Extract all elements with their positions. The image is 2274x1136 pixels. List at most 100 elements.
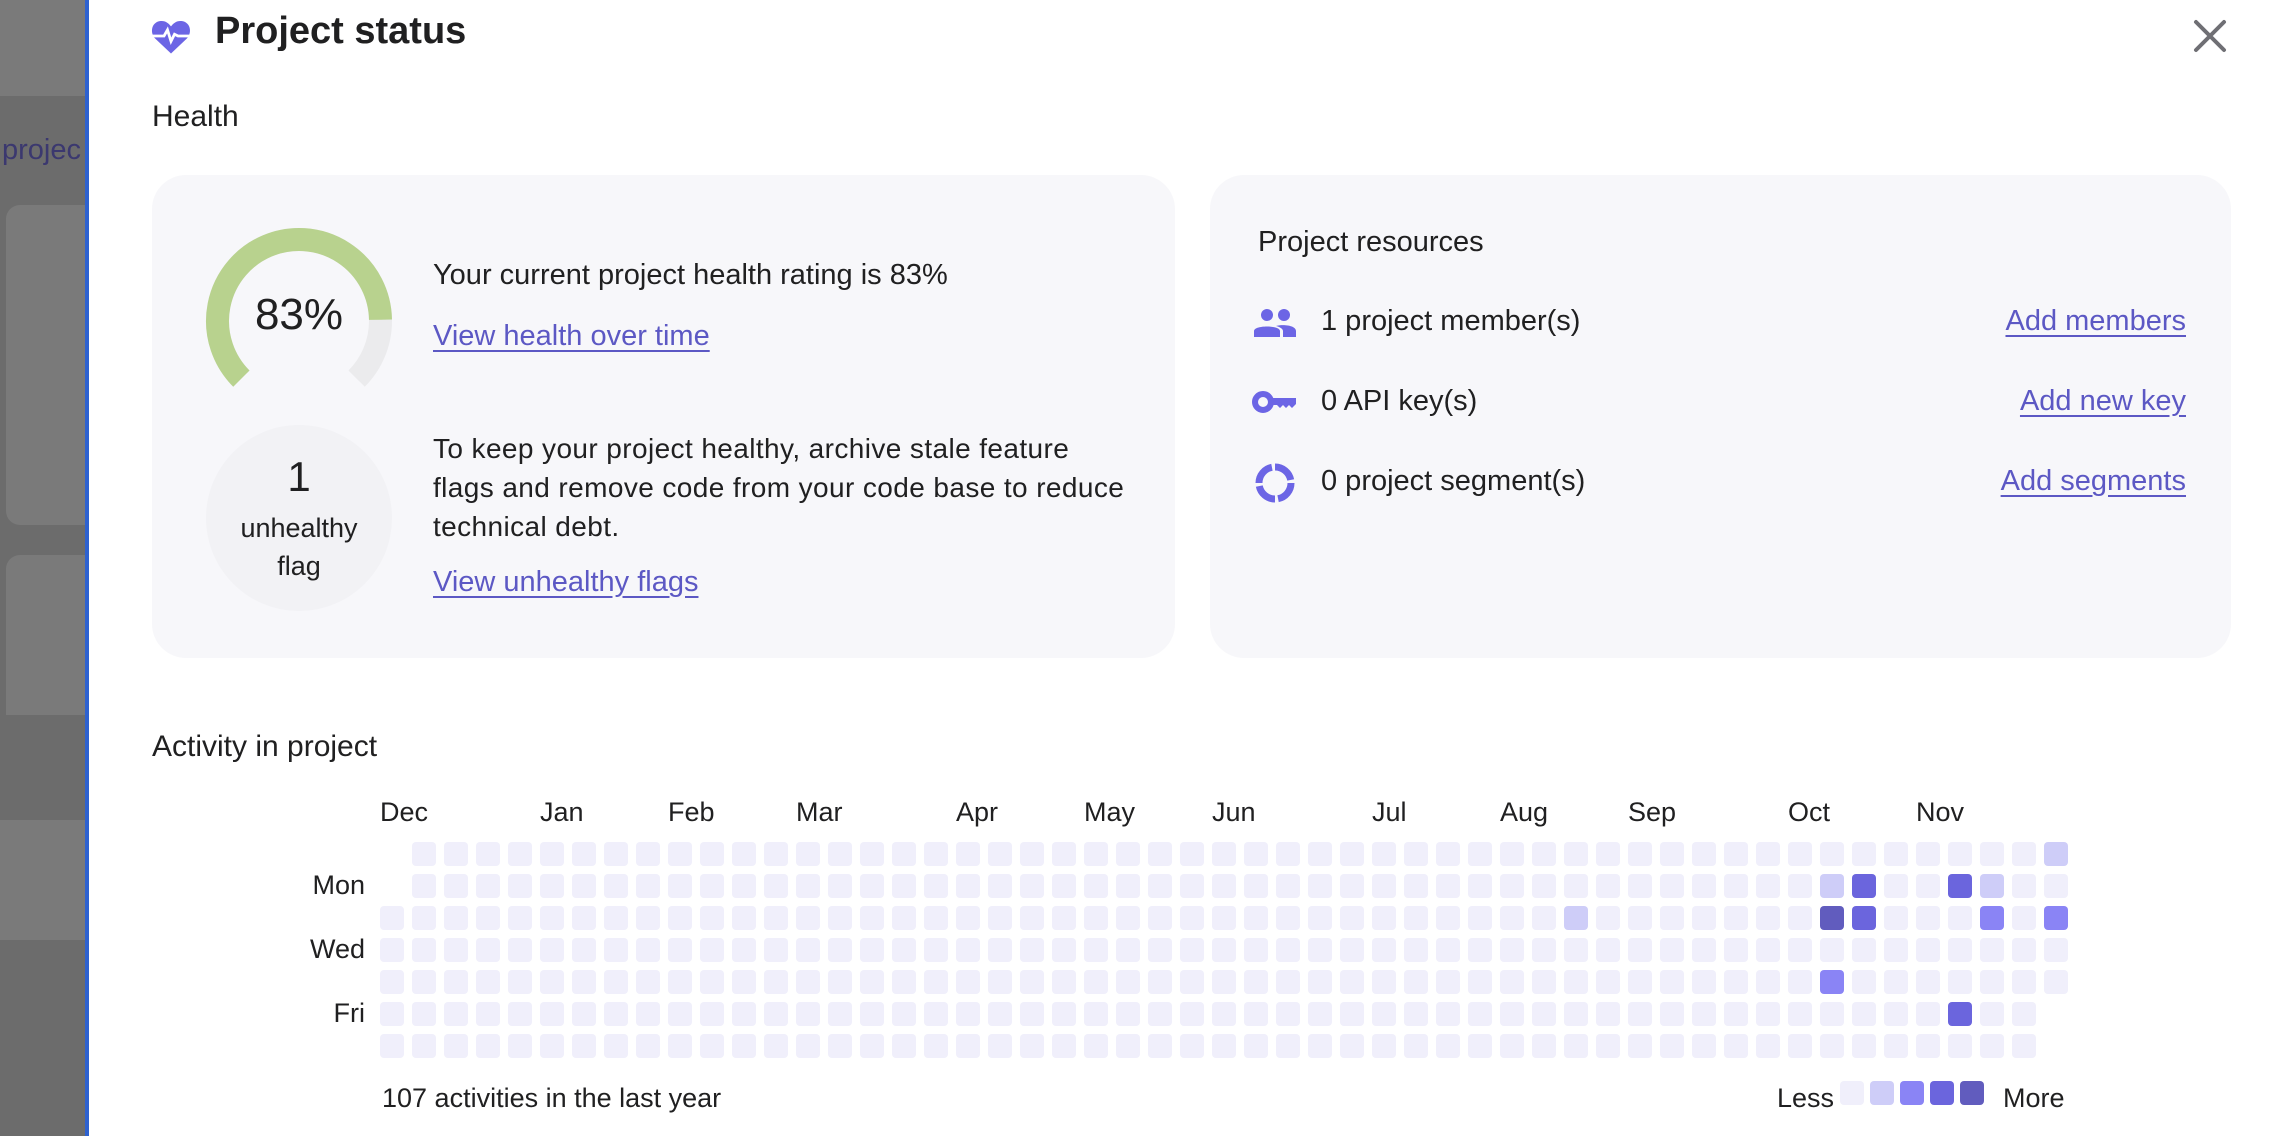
heatmap-cell[interactable] (1084, 906, 1108, 930)
heatmap-cell[interactable] (860, 1002, 884, 1026)
heatmap-cell[interactable] (1020, 1034, 1044, 1058)
heatmap-cell[interactable] (604, 842, 628, 866)
heatmap-cell[interactable] (604, 874, 628, 898)
heatmap-cell[interactable] (1148, 1034, 1172, 1058)
heatmap-cell[interactable] (956, 1034, 980, 1058)
heatmap-cell[interactable] (476, 906, 500, 930)
heatmap-cell[interactable] (988, 874, 1012, 898)
heatmap-cell[interactable] (1532, 906, 1556, 930)
heatmap-cell[interactable] (1116, 874, 1140, 898)
heatmap-cell[interactable] (828, 842, 852, 866)
heatmap-cell[interactable] (924, 874, 948, 898)
heatmap-cell[interactable] (796, 1034, 820, 1058)
heatmap-cell[interactable] (1148, 1002, 1172, 1026)
heatmap-cell[interactable] (764, 1002, 788, 1026)
heatmap-cell[interactable] (668, 842, 692, 866)
heatmap-cell[interactable] (1148, 906, 1172, 930)
heatmap-cell[interactable] (796, 970, 820, 994)
heatmap-cell[interactable] (636, 874, 660, 898)
heatmap-cell[interactable] (1052, 1002, 1076, 1026)
heatmap-cell[interactable] (1116, 906, 1140, 930)
heatmap-cell[interactable] (1884, 842, 1908, 866)
heatmap-cell[interactable] (1852, 1034, 1876, 1058)
heatmap-cell[interactable] (1116, 938, 1140, 962)
heatmap-cell[interactable] (988, 1002, 1012, 1026)
heatmap-cell[interactable] (1340, 874, 1364, 898)
heatmap-cell[interactable] (1308, 938, 1332, 962)
heatmap-cell[interactable] (1404, 938, 1428, 962)
heatmap-cell[interactable] (1628, 1034, 1652, 1058)
heatmap-cell[interactable] (508, 938, 532, 962)
heatmap-cell[interactable] (956, 1002, 980, 1026)
heatmap-cell[interactable] (1916, 842, 1940, 866)
heatmap-cell[interactable] (1564, 842, 1588, 866)
heatmap-cell[interactable] (1564, 1034, 1588, 1058)
heatmap-cell[interactable] (860, 938, 884, 962)
view-unhealthy-flags-link[interactable]: View unhealthy flags (433, 566, 699, 598)
heatmap-cell[interactable] (1788, 1002, 1812, 1026)
heatmap-cell[interactable] (1340, 1034, 1364, 1058)
heatmap-cell[interactable] (1980, 938, 2004, 962)
heatmap-cell[interactable] (508, 970, 532, 994)
heatmap-cell[interactable] (1372, 906, 1396, 930)
heatmap-cell[interactable] (988, 1034, 1012, 1058)
heatmap-cell[interactable] (1660, 906, 1684, 930)
heatmap-cell[interactable] (604, 1034, 628, 1058)
heatmap-cell[interactable] (1948, 874, 1972, 898)
heatmap-cell[interactable] (1916, 874, 1940, 898)
heatmap-cell[interactable] (1628, 970, 1652, 994)
heatmap-cell[interactable] (956, 938, 980, 962)
heatmap-cell[interactable] (476, 970, 500, 994)
view-health-over-time-link[interactable]: View health over time (433, 320, 710, 352)
heatmap-cell[interactable] (1756, 1002, 1780, 1026)
heatmap-cell[interactable] (1340, 842, 1364, 866)
heatmap-cell[interactable] (444, 842, 468, 866)
heatmap-cell[interactable] (1948, 842, 1972, 866)
heatmap-cell[interactable] (572, 970, 596, 994)
heatmap-cell[interactable] (1468, 842, 1492, 866)
heatmap-cell[interactable] (1500, 874, 1524, 898)
heatmap-cell[interactable] (796, 906, 820, 930)
heatmap-cell[interactable] (1820, 874, 1844, 898)
heatmap-cell[interactable] (1788, 842, 1812, 866)
heatmap-cell[interactable] (1532, 970, 1556, 994)
heatmap-cell[interactable] (1212, 842, 1236, 866)
heatmap-cell[interactable] (636, 906, 660, 930)
heatmap-cell[interactable] (1180, 970, 1204, 994)
heatmap-cell[interactable] (1436, 906, 1460, 930)
heatmap-cell[interactable] (2044, 938, 2068, 962)
heatmap-cell[interactable] (1180, 842, 1204, 866)
heatmap-cell[interactable] (1468, 1002, 1492, 1026)
heatmap-cell[interactable] (1084, 938, 1108, 962)
heatmap-cell[interactable] (764, 938, 788, 962)
heatmap-cell[interactable] (572, 842, 596, 866)
heatmap-cell[interactable] (1532, 842, 1556, 866)
heatmap-cell[interactable] (1596, 970, 1620, 994)
heatmap-cell[interactable] (668, 1034, 692, 1058)
heatmap-cell[interactable] (668, 874, 692, 898)
heatmap-cell[interactable] (1372, 1034, 1396, 1058)
heatmap-cell[interactable] (1596, 1034, 1620, 1058)
heatmap-cell[interactable] (828, 1034, 852, 1058)
heatmap-cell[interactable] (412, 842, 436, 866)
heatmap-cell[interactable] (1820, 842, 1844, 866)
heatmap-cell[interactable] (1788, 970, 1812, 994)
heatmap-cell[interactable] (1916, 906, 1940, 930)
heatmap-cell[interactable] (1180, 906, 1204, 930)
add-members-link[interactable]: Add members (2005, 305, 2186, 337)
heatmap-cell[interactable] (1916, 1002, 1940, 1026)
heatmap-cell[interactable] (444, 1034, 468, 1058)
heatmap-cell[interactable] (1500, 906, 1524, 930)
heatmap-cell[interactable] (988, 938, 1012, 962)
heatmap-cell[interactable] (956, 906, 980, 930)
heatmap-cell[interactable] (1340, 938, 1364, 962)
heatmap-cell[interactable] (892, 842, 916, 866)
heatmap-cell[interactable] (1052, 874, 1076, 898)
heatmap-cell[interactable] (1148, 938, 1172, 962)
heatmap-cell[interactable] (1052, 906, 1076, 930)
heatmap-cell[interactable] (1724, 938, 1748, 962)
heatmap-cell[interactable] (2044, 842, 2068, 866)
heatmap-cell[interactable] (1884, 1034, 1908, 1058)
heatmap-cell[interactable] (1372, 842, 1396, 866)
heatmap-cell[interactable] (732, 938, 756, 962)
